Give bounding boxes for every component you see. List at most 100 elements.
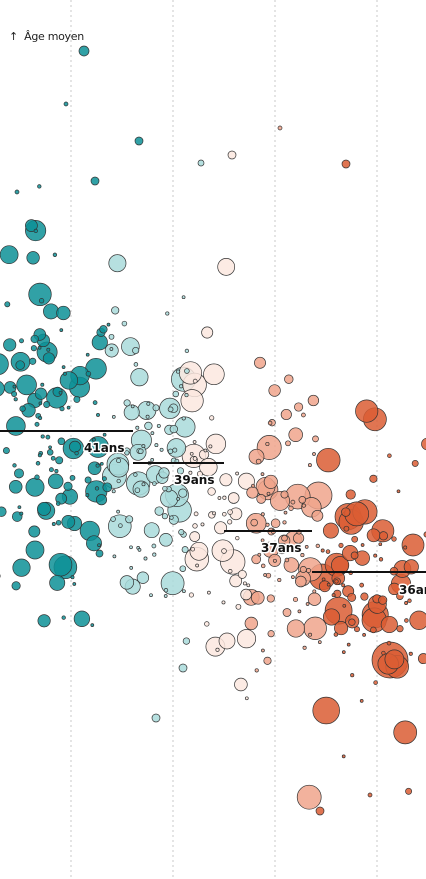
bubble-point bbox=[384, 649, 405, 670]
bubble-point bbox=[201, 326, 214, 339]
bubble-point bbox=[169, 515, 174, 520]
bubble-point bbox=[95, 549, 104, 558]
bubble-point bbox=[46, 347, 51, 352]
mean-label-4: 36ans bbox=[399, 583, 426, 597]
bubble-point bbox=[38, 415, 43, 421]
bubble-point bbox=[40, 434, 45, 439]
bubble-point bbox=[317, 640, 322, 644]
bubble-point bbox=[90, 623, 95, 627]
bubble-point bbox=[87, 436, 109, 458]
bubble-point bbox=[14, 189, 20, 195]
bubble-point bbox=[244, 616, 258, 631]
bubble-point bbox=[284, 557, 290, 563]
bubble-point bbox=[292, 596, 299, 603]
bubble-point bbox=[205, 433, 227, 455]
bubble-point bbox=[163, 594, 168, 598]
bubble-point bbox=[284, 374, 294, 384]
bubble-point bbox=[341, 159, 351, 169]
bubble-point bbox=[61, 615, 66, 620]
bubble-point bbox=[403, 559, 419, 575]
bubble-point bbox=[282, 520, 287, 525]
bubble-point bbox=[11, 581, 21, 591]
bubble-point bbox=[234, 677, 248, 692]
bubble-point bbox=[299, 566, 307, 573]
bubble-point bbox=[106, 322, 111, 327]
bubble-point bbox=[99, 325, 108, 334]
bubble-point bbox=[386, 640, 392, 646]
bubble-point bbox=[141, 482, 146, 487]
bubble-point bbox=[219, 473, 233, 487]
bubble-point bbox=[366, 528, 381, 543]
bubble-point bbox=[119, 575, 135, 590]
bubble-point bbox=[401, 533, 425, 557]
bubble-point bbox=[301, 503, 306, 508]
bubble-point bbox=[145, 414, 150, 419]
bubble-point bbox=[260, 538, 265, 543]
bubble-point bbox=[254, 668, 259, 673]
bubble-point bbox=[354, 626, 360, 633]
bubble-point bbox=[159, 533, 173, 547]
bubble-point bbox=[178, 529, 185, 536]
bubble-point bbox=[281, 534, 288, 542]
bubble-point bbox=[146, 401, 151, 406]
bubble-point bbox=[184, 393, 189, 398]
bubble-point bbox=[29, 357, 37, 365]
bubble-point bbox=[34, 474, 40, 480]
bubble-point bbox=[301, 412, 306, 418]
bubble-point bbox=[49, 574, 66, 591]
bubble-point bbox=[265, 441, 270, 447]
bubble-point bbox=[341, 754, 346, 759]
bubble-point bbox=[194, 478, 201, 485]
bubble-point bbox=[154, 506, 164, 516]
bubble-point bbox=[193, 511, 199, 517]
bubble-point bbox=[48, 467, 54, 473]
bubble-point bbox=[267, 630, 275, 638]
bubble-point bbox=[265, 522, 270, 527]
bubble-point bbox=[312, 435, 319, 443]
bubble-point bbox=[257, 552, 262, 557]
mean-label-1: 41ans bbox=[84, 441, 124, 455]
bubble-point bbox=[341, 507, 351, 517]
bubble-point bbox=[40, 382, 45, 387]
bubble-point bbox=[28, 525, 41, 538]
bubble-point bbox=[276, 542, 288, 555]
bubble-point bbox=[290, 499, 296, 505]
bubble-point bbox=[272, 558, 277, 563]
bubble-point bbox=[73, 395, 81, 403]
bubble-point bbox=[348, 618, 356, 626]
bubble-point bbox=[181, 546, 189, 554]
bubble-point bbox=[203, 363, 225, 386]
mean-label-3: 37ans bbox=[261, 541, 301, 555]
bubble-point bbox=[37, 453, 42, 458]
bubble-point bbox=[116, 458, 122, 464]
mean-label-halo: 36ans bbox=[399, 583, 426, 597]
bubble-point bbox=[355, 399, 379, 423]
bubble-point bbox=[110, 516, 116, 522]
bubble-point bbox=[59, 406, 65, 412]
bubble-point bbox=[43, 303, 59, 320]
bubble-point bbox=[331, 593, 336, 598]
bubble-point bbox=[176, 369, 181, 374]
bubble-point bbox=[350, 673, 355, 678]
bubble-point bbox=[152, 552, 157, 557]
bubble-point bbox=[116, 509, 120, 514]
bubble-point bbox=[350, 551, 359, 560]
bubble-point bbox=[12, 384, 17, 389]
bubble-point bbox=[369, 474, 378, 483]
bubble-point bbox=[184, 368, 190, 374]
bubble-point bbox=[43, 401, 51, 408]
bubble-point bbox=[378, 531, 389, 541]
bubble-point bbox=[222, 495, 227, 500]
bubble-point bbox=[95, 494, 108, 506]
bubble-point bbox=[282, 608, 292, 617]
bubble-point bbox=[158, 467, 170, 479]
bubble-point bbox=[19, 338, 24, 344]
bubble-point bbox=[246, 583, 251, 588]
bubble-point bbox=[235, 603, 242, 610]
bubble-point bbox=[378, 595, 388, 605]
bubble-point bbox=[312, 452, 316, 456]
bubble-point bbox=[343, 525, 350, 532]
bubble-point bbox=[66, 405, 71, 410]
bubble-point bbox=[307, 592, 322, 606]
bubble-point bbox=[108, 254, 127, 273]
